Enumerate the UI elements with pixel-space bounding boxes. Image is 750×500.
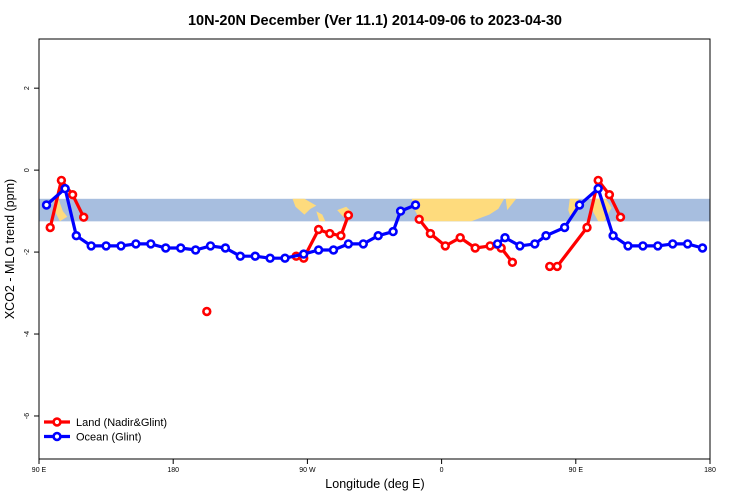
series-1-point-1-6: [574, 200, 585, 210]
series-1-point-1-14: [697, 243, 708, 253]
y-tick-label-3: -4: [24, 331, 31, 337]
series-0-point-0-1: [56, 175, 67, 186]
series-1-point-0-11: [205, 241, 216, 251]
series-1-point-1-3: [530, 239, 540, 249]
land-shape-4: [411, 198, 505, 222]
series-0-point-0-3: [78, 212, 89, 222]
series-1-point-0-18: [313, 245, 324, 255]
x-axis-label: Longitude (deg E): [325, 477, 424, 491]
land-shape-5: [505, 198, 517, 211]
series-1-point-0-8: [161, 243, 171, 253]
series-1-point-0-3: [86, 241, 96, 251]
series-0-point-3-7: [507, 257, 518, 267]
map-band-ocean: [39, 198, 710, 222]
series-0-point-3-3: [455, 233, 465, 243]
series-1-point-1-8: [608, 231, 618, 241]
x-tick-label-3: 0: [440, 467, 444, 474]
land-shape-1: [292, 198, 317, 215]
series-1-point-0-2: [71, 231, 82, 241]
series-1-point-0-22: [373, 231, 383, 241]
chart-title: 10N-20N December (Ver 11.1) 2014-09-06 t…: [188, 13, 562, 29]
series-1-point-0-0: [41, 200, 52, 210]
series-1-point-0-23: [388, 226, 398, 237]
series-0-point-4-5: [615, 212, 626, 222]
series-0-point-4-3: [593, 175, 603, 186]
series-1-point-0-13: [235, 251, 246, 261]
series-1-point-1-4: [541, 231, 551, 241]
legend-label-0: Land (Nadir&Glint): [76, 417, 167, 429]
series-0-point-3-0: [414, 214, 424, 225]
series-0-point-1-0: [202, 306, 212, 317]
series-0-point-4-4: [604, 190, 615, 200]
series-1-point-0-5: [116, 241, 126, 251]
series-1-point-0-17: [299, 249, 309, 259]
legend-label-1: Ocean (Glint): [76, 432, 141, 444]
series-1-point-0-19: [328, 245, 339, 255]
series-1-point-1-5: [559, 222, 570, 233]
series-1-point-0-10: [190, 245, 201, 255]
series-0-point-2-5: [343, 210, 354, 220]
series-0-point-2-3: [325, 228, 335, 239]
y-tick-label-0: 2: [24, 86, 31, 90]
legend-marker-1: [52, 431, 62, 442]
series-1-point-0-25: [410, 200, 421, 210]
y-tick-label-1: 0: [24, 168, 31, 172]
series-1-point-0-21: [358, 239, 368, 249]
series-1-point-1-11: [653, 241, 663, 251]
y-tick-label-2: -2: [24, 249, 31, 255]
series-1-point-0-4: [101, 241, 111, 251]
series-0-point-3-4: [470, 243, 480, 253]
series-0-point-4-0: [544, 261, 555, 272]
series-0-point-2-2: [313, 224, 324, 235]
land-shape-3: [337, 206, 353, 217]
map-band: [39, 198, 710, 222]
series-0-point-0-0: [45, 222, 55, 233]
series-1-point-1-1: [500, 233, 510, 243]
land-shape-2: [316, 211, 326, 222]
x-tick-label-0: 90 E: [32, 467, 47, 474]
x-axis: 90 E 180 90 W 0 90 E 180: [32, 459, 716, 474]
x-tick-label-1: 180: [167, 467, 179, 474]
x-tick-label-2: 90 W: [299, 467, 316, 474]
series-1-point-1-10: [638, 241, 648, 251]
x-tick-label-5: 180: [704, 467, 716, 474]
series-1-point-0-14: [250, 251, 260, 261]
y-axis-label: XCO2 - MLO trend (ppm): [3, 179, 17, 319]
series-1-point-1-9: [623, 241, 633, 251]
y-tick-label-4: -6: [24, 413, 31, 419]
series-1-point-0-12: [220, 243, 231, 253]
series-0-point-3-5: [485, 241, 495, 251]
series-1-point-0-9: [176, 243, 186, 253]
series-1-point-0-6: [131, 239, 141, 249]
series-0-point-4-2: [582, 222, 592, 233]
series-0-point-3-1: [425, 228, 436, 239]
series-1: [41, 183, 708, 263]
legend: Land (Nadir&Glint) Ocean (Glint): [44, 417, 167, 444]
series-1-point-1-13: [682, 239, 693, 249]
series-0-point-0-2: [67, 190, 78, 200]
legend-marker-0: [52, 417, 62, 427]
series-1-point-1-0: [492, 239, 503, 249]
series-1-point-1-12: [667, 239, 678, 249]
series-1-point-0-15: [265, 253, 275, 263]
series-1-point-0-7: [146, 239, 156, 249]
series-1-point-0-1: [60, 183, 70, 194]
series-1-point-0-20: [343, 239, 354, 249]
plot-frame: [38, 38, 711, 460]
series-layer: [41, 175, 708, 317]
series-1-point-1-7: [593, 183, 603, 194]
series-1-point-0-24: [395, 206, 406, 216]
series-0-point-3-2: [440, 241, 450, 251]
x-tick-label-4: 90 E: [569, 467, 584, 474]
series-1-point-1-2: [515, 241, 525, 251]
series-1-point-0-16: [280, 253, 290, 263]
series-0-point-4-1: [552, 261, 562, 272]
y-axis: 2 0 -2 -4 -6: [24, 86, 39, 419]
series-0-point-2-4: [336, 231, 346, 241]
